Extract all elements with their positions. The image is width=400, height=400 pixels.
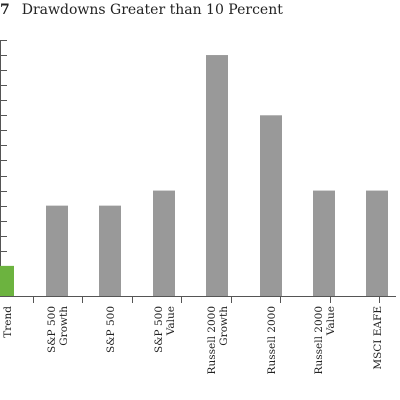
category-label-3-line-0: S&P 500 [153, 306, 165, 353]
bar-7 [366, 190, 388, 296]
category-label-7-line-0: MSCI EAFE [372, 306, 384, 370]
bar-0 [0, 265, 14, 296]
category-label-4: Russell 2000 Growth [206, 306, 230, 375]
category-label-1: S&P 500 Growth [46, 306, 70, 353]
category-label-7: MSCI EAFE [372, 306, 384, 370]
bar-2 [99, 205, 121, 296]
category-label-4-line-0: Russell 2000 [206, 306, 218, 374]
category-label-0: Trend [2, 306, 14, 338]
bar-4 [206, 55, 228, 296]
category-label-1-line-0: S&P 500 [46, 306, 58, 353]
category-label-5-line-0: Russell 2000 [266, 306, 278, 374]
chart-title-text: Drawdowns Greater than 10 Percent [21, 2, 283, 18]
bar-3 [153, 190, 175, 296]
category-label-3-line-1: Value [165, 306, 177, 336]
chart-title: 7 Drawdowns Greater than 10 Percent [0, 2, 283, 18]
bars [0, 55, 388, 296]
category-label-0-line-0: Trend [2, 306, 14, 338]
category-label-3: S&P 500 Value [153, 306, 177, 353]
category-label-4-line-1: Growth [218, 306, 230, 346]
bar-6 [313, 190, 335, 296]
category-label-6: Russell 2000 Value [313, 306, 337, 374]
category-label-6-line-0: Russell 2000 [313, 306, 325, 374]
bar-5 [260, 115, 282, 296]
category-label-5: Russell 2000 [266, 306, 278, 374]
category-label-6-line-1: Value [325, 306, 337, 336]
figure-number: 7 [0, 2, 10, 18]
bar-1 [46, 205, 68, 296]
category-label-2-line-0: S&P 500 [105, 306, 117, 353]
category-label-2: S&P 500 [105, 306, 117, 353]
category-labels: Trend S&P 500 Growth S&P 500 S&P 500 Value Rus… [2, 306, 384, 375]
category-label-1-line-1: Growth [58, 306, 70, 346]
